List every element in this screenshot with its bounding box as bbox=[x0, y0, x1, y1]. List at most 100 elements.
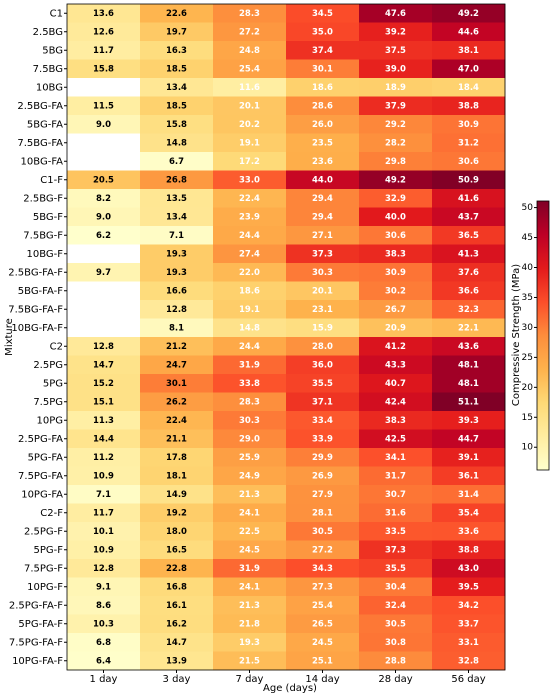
heatmap-cell bbox=[432, 41, 506, 60]
y-tick-label: 7.5PG-FA bbox=[18, 471, 63, 482]
heatmap-cell bbox=[359, 559, 433, 578]
cell-label: 38.8 bbox=[458, 101, 479, 111]
cell-label: 42.4 bbox=[385, 397, 406, 407]
x-tick-label: 3 day bbox=[163, 674, 191, 685]
cell-label: 38.3 bbox=[385, 416, 406, 426]
cell-label: 39.1 bbox=[458, 453, 479, 463]
cell-label: 30.3 bbox=[239, 416, 260, 426]
cell-label: 30.2 bbox=[385, 286, 406, 296]
cell-label: 28.6 bbox=[312, 101, 333, 111]
cell-label: 24.7 bbox=[166, 360, 187, 370]
heatmap-cell bbox=[67, 337, 141, 356]
heatmap-cell bbox=[359, 281, 433, 301]
cell-label: 35.4 bbox=[458, 508, 479, 518]
cell-label: 22.4 bbox=[166, 416, 187, 426]
heatmap-cell bbox=[67, 59, 141, 79]
heatmap-cell bbox=[359, 78, 433, 97]
heatmap-cell bbox=[140, 577, 214, 597]
cell-label: 35.5 bbox=[312, 379, 333, 389]
cell-label: 18.0 bbox=[166, 527, 187, 537]
heatmap-cell bbox=[140, 263, 214, 282]
heatmap-cell bbox=[286, 300, 360, 319]
heatmap-cell bbox=[432, 300, 506, 319]
heatmap-cell bbox=[286, 355, 360, 375]
cell-label: 26.9 bbox=[312, 471, 333, 481]
cell-label: 8.2 bbox=[96, 194, 111, 204]
x-tick-label: 7 day bbox=[236, 674, 264, 685]
heatmap-cell bbox=[67, 596, 141, 615]
cell-label: 30.9 bbox=[385, 268, 406, 278]
heatmap-cell bbox=[67, 115, 141, 134]
heatmap-cell bbox=[140, 207, 214, 227]
y-tick-label: 7.5PG bbox=[33, 397, 63, 408]
colorbar-tick-label: 30 bbox=[522, 323, 534, 333]
cell-label: 29.9 bbox=[312, 453, 333, 463]
heatmap-cell bbox=[67, 577, 141, 597]
heatmap-cell bbox=[67, 96, 141, 116]
y-tick-label: 5BG-F bbox=[33, 212, 63, 223]
heatmap-cell bbox=[359, 411, 433, 430]
cell-label: 27.1 bbox=[312, 231, 333, 241]
heatmap-cell bbox=[67, 263, 141, 282]
cell-label: 35.0 bbox=[312, 27, 333, 37]
heatmap-cell bbox=[432, 59, 506, 79]
heatmap-cell bbox=[213, 207, 287, 227]
heatmap-cell bbox=[67, 244, 141, 264]
cell-label: 10.9 bbox=[93, 471, 114, 481]
cell-label: 12.6 bbox=[93, 27, 114, 37]
heatmap-cell bbox=[432, 115, 506, 134]
cell-label: 28.2 bbox=[385, 138, 406, 148]
heatmap-cell bbox=[140, 41, 214, 60]
cell-label: 28.1 bbox=[312, 508, 333, 518]
heatmap-cell bbox=[213, 4, 287, 23]
heatmap-cell bbox=[286, 614, 360, 634]
heatmap-cell bbox=[359, 22, 433, 42]
cell-label: 26.7 bbox=[385, 305, 406, 315]
heatmap-cell bbox=[432, 226, 506, 245]
cell-label: 14.9 bbox=[166, 490, 187, 500]
cell-label: 27.4 bbox=[239, 249, 260, 259]
heatmap-cell bbox=[213, 41, 287, 60]
cell-label: 13.4 bbox=[166, 83, 187, 93]
cell-label: 13.5 bbox=[166, 194, 187, 204]
cell-label: 22.5 bbox=[239, 527, 260, 537]
heatmap-cell bbox=[67, 300, 141, 319]
heatmap-cell bbox=[359, 485, 433, 504]
y-tick-label: 7.5PG-F bbox=[24, 563, 63, 574]
heatmap-cell bbox=[213, 485, 287, 504]
cell-label: 49.2 bbox=[385, 175, 406, 185]
cell-label: 19.1 bbox=[239, 138, 260, 148]
colorbar-tick-label: 40 bbox=[522, 263, 534, 273]
heatmap-cell bbox=[213, 651, 287, 671]
cell-label: 41.3 bbox=[458, 249, 479, 259]
heatmap-cell bbox=[286, 633, 360, 652]
cell-label: 11.2 bbox=[93, 453, 114, 463]
cell-label: 30.1 bbox=[312, 64, 333, 74]
heatmap-cell bbox=[213, 559, 287, 578]
heatmap-cell bbox=[359, 133, 433, 153]
heatmap-cell bbox=[286, 559, 360, 578]
heatmap-cell bbox=[213, 522, 287, 541]
heatmap-cell bbox=[359, 503, 433, 523]
heatmap-cell bbox=[67, 226, 141, 245]
cell-label: 23.1 bbox=[312, 305, 333, 315]
heatmap-cell bbox=[67, 281, 141, 301]
x-tick-label: 1 day bbox=[90, 674, 118, 685]
y-tick-label: 5BG-FA-F bbox=[18, 286, 63, 297]
cell-label: 25.4 bbox=[312, 601, 333, 611]
cell-label: 18.6 bbox=[239, 286, 260, 296]
heatmap-cell bbox=[213, 633, 287, 652]
cell-label: 29.0 bbox=[239, 434, 260, 444]
y-tick-label: 5PG-F bbox=[33, 545, 63, 556]
y-tick-label: 2.5PG-FA-F bbox=[9, 600, 63, 611]
cell-label: 24.5 bbox=[312, 638, 333, 648]
heatmap-cell bbox=[140, 392, 214, 412]
cell-label: 21.5 bbox=[239, 656, 260, 666]
cell-label: 43.0 bbox=[458, 564, 479, 574]
cell-label: 12.8 bbox=[93, 564, 114, 574]
heatmap-cell bbox=[359, 429, 433, 449]
cell-label: 30.5 bbox=[385, 619, 406, 629]
heatmap-cell bbox=[432, 374, 506, 393]
heatmap-cell bbox=[140, 96, 214, 116]
heatmap-cell bbox=[286, 651, 360, 671]
